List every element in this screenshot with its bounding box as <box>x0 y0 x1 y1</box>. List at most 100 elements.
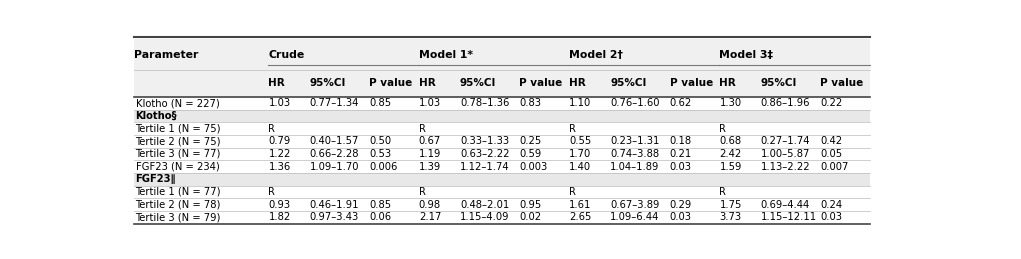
Bar <box>134 198 870 211</box>
Text: 0.78–1.36: 0.78–1.36 <box>459 98 509 108</box>
Text: Tertile 3 (N = 77): Tertile 3 (N = 77) <box>136 149 221 159</box>
Text: 0.02: 0.02 <box>520 212 541 222</box>
Text: R: R <box>269 124 276 134</box>
Text: 0.62: 0.62 <box>670 98 692 108</box>
Text: Model 3‡: Model 3‡ <box>720 49 774 60</box>
Text: 0.18: 0.18 <box>670 136 692 146</box>
Text: P value: P value <box>820 78 863 88</box>
Text: 0.68: 0.68 <box>720 136 741 146</box>
Text: 2.65: 2.65 <box>569 212 591 222</box>
Bar <box>134 97 870 110</box>
Text: 0.85: 0.85 <box>369 98 391 108</box>
Bar <box>134 39 870 70</box>
Text: R: R <box>569 124 576 134</box>
Text: FGF23 (N = 234): FGF23 (N = 234) <box>136 162 220 171</box>
Text: 0.05: 0.05 <box>820 149 842 159</box>
Text: 0.67–3.89: 0.67–3.89 <box>611 199 660 210</box>
Text: 1.09–1.70: 1.09–1.70 <box>309 162 359 171</box>
Text: 0.69–4.44: 0.69–4.44 <box>761 199 810 210</box>
Text: 0.93: 0.93 <box>269 199 291 210</box>
Bar <box>134 122 870 135</box>
Text: 95%CI: 95%CI <box>309 78 346 88</box>
Text: 0.66–2.28: 0.66–2.28 <box>309 149 359 159</box>
Text: 1.36: 1.36 <box>269 162 291 171</box>
Bar <box>134 110 870 122</box>
Text: 0.25: 0.25 <box>520 136 541 146</box>
Text: 1.70: 1.70 <box>569 149 591 159</box>
Text: Klotho§: Klotho§ <box>136 111 178 121</box>
Text: 1.22: 1.22 <box>269 149 291 159</box>
Text: P value: P value <box>670 78 713 88</box>
Text: R: R <box>569 187 576 197</box>
Text: 1.09–6.44: 1.09–6.44 <box>611 212 660 222</box>
Text: 1.61: 1.61 <box>569 199 591 210</box>
Text: 1.59: 1.59 <box>720 162 742 171</box>
Text: Tertile 2 (N = 75): Tertile 2 (N = 75) <box>136 136 221 146</box>
Text: Parameter: Parameter <box>134 49 198 60</box>
Text: Tertile 1 (N = 77): Tertile 1 (N = 77) <box>136 187 221 197</box>
Text: 0.83: 0.83 <box>520 98 541 108</box>
Bar <box>134 70 870 97</box>
Text: 0.76–1.60: 0.76–1.60 <box>611 98 660 108</box>
Text: 0.33–1.33: 0.33–1.33 <box>459 136 509 146</box>
Text: P value: P value <box>520 78 563 88</box>
Text: 0.50: 0.50 <box>369 136 391 146</box>
Text: R: R <box>720 187 726 197</box>
Text: 0.55: 0.55 <box>569 136 591 146</box>
Text: 0.77–1.34: 0.77–1.34 <box>309 98 359 108</box>
Text: 0.86–1.96: 0.86–1.96 <box>761 98 810 108</box>
Text: 0.97–3.43: 0.97–3.43 <box>309 212 358 222</box>
Text: 0.27–1.74: 0.27–1.74 <box>761 136 810 146</box>
Text: 1.39: 1.39 <box>419 162 441 171</box>
Text: R: R <box>269 187 276 197</box>
Text: 0.98: 0.98 <box>419 199 441 210</box>
Text: 1.03: 1.03 <box>269 98 291 108</box>
Text: 0.95: 0.95 <box>520 199 541 210</box>
Text: R: R <box>419 187 426 197</box>
Text: 0.03: 0.03 <box>670 162 691 171</box>
Text: 1.10: 1.10 <box>569 98 591 108</box>
Text: 1.00–5.87: 1.00–5.87 <box>761 149 810 159</box>
Text: 0.74–3.88: 0.74–3.88 <box>611 149 660 159</box>
Text: 0.42: 0.42 <box>820 136 842 146</box>
Text: 0.59: 0.59 <box>520 149 541 159</box>
Text: 1.03: 1.03 <box>419 98 441 108</box>
Bar <box>134 135 870 148</box>
Text: 0.79: 0.79 <box>269 136 291 146</box>
Text: 1.13–2.22: 1.13–2.22 <box>761 162 811 171</box>
Text: 1.75: 1.75 <box>720 199 742 210</box>
Bar <box>134 185 870 198</box>
Bar <box>134 173 870 185</box>
Text: 0.03: 0.03 <box>670 212 691 222</box>
Text: 1.40: 1.40 <box>569 162 591 171</box>
Text: 1.12–1.74: 1.12–1.74 <box>459 162 509 171</box>
Text: Model 1*: Model 1* <box>419 49 473 60</box>
Text: 0.23–1.31: 0.23–1.31 <box>611 136 660 146</box>
Text: 1.82: 1.82 <box>269 212 291 222</box>
Bar <box>134 148 870 160</box>
Text: 1.15–12.11: 1.15–12.11 <box>761 212 817 222</box>
Text: Model 2†: Model 2† <box>569 49 623 60</box>
Text: R: R <box>720 124 726 134</box>
Text: 0.21: 0.21 <box>670 149 692 159</box>
Text: 2.17: 2.17 <box>419 212 441 222</box>
Text: 0.007: 0.007 <box>820 162 848 171</box>
Text: 0.67: 0.67 <box>419 136 441 146</box>
Text: 0.29: 0.29 <box>670 199 692 210</box>
Text: 0.24: 0.24 <box>820 199 842 210</box>
Text: 1.30: 1.30 <box>720 98 741 108</box>
Text: 0.003: 0.003 <box>520 162 547 171</box>
Text: 1.15–4.09: 1.15–4.09 <box>459 212 509 222</box>
Text: 2.42: 2.42 <box>720 149 741 159</box>
Text: 0.40–1.57: 0.40–1.57 <box>309 136 359 146</box>
Text: Tertile 1 (N = 75): Tertile 1 (N = 75) <box>136 124 221 134</box>
Text: 0.06: 0.06 <box>369 212 391 222</box>
Bar <box>134 160 870 173</box>
Text: 95%CI: 95%CI <box>761 78 797 88</box>
Text: FGF23∥: FGF23∥ <box>136 174 176 184</box>
Text: 0.006: 0.006 <box>369 162 397 171</box>
Text: 0.22: 0.22 <box>820 98 842 108</box>
Text: 3.73: 3.73 <box>720 212 741 222</box>
Text: HR: HR <box>569 78 586 88</box>
Bar <box>134 211 870 224</box>
